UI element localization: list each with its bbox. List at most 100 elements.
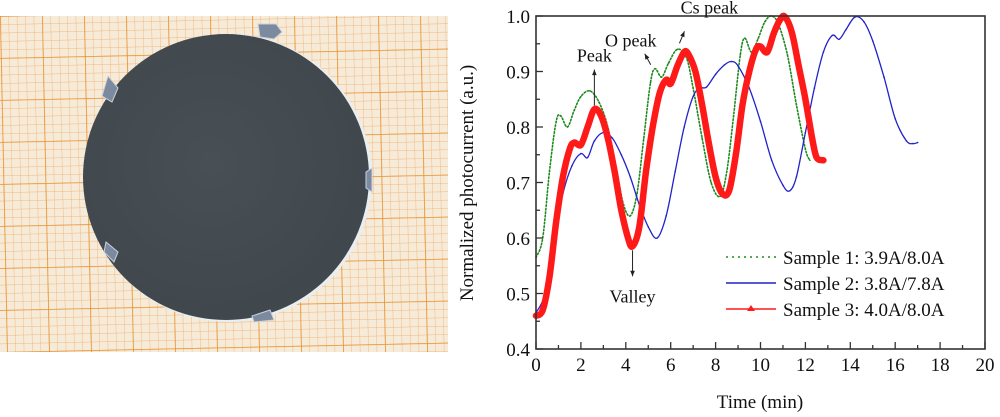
series-2-point bbox=[656, 237, 658, 239]
x-tick-label: 2 bbox=[576, 355, 586, 376]
series-2-point bbox=[795, 176, 798, 178]
x-axis-title: Time (min) bbox=[717, 392, 803, 413]
series-2-point bbox=[692, 95, 694, 98]
series-3-point bbox=[706, 141, 711, 146]
triangle-marker-icon bbox=[747, 305, 755, 311]
series-3-point bbox=[560, 175, 565, 179]
series-3-point bbox=[682, 50, 687, 55]
wafer-disc bbox=[83, 34, 369, 320]
series-3-point bbox=[657, 91, 662, 96]
clip-bottom-left-icon bbox=[103, 241, 119, 263]
series-3-point bbox=[772, 30, 776, 35]
series-3-point bbox=[700, 102, 705, 107]
series-3-point bbox=[713, 175, 718, 179]
series-1-point bbox=[589, 90, 591, 92]
series-3-point bbox=[664, 77, 669, 82]
series-1-point bbox=[795, 104, 798, 106]
series-2-point bbox=[620, 154, 623, 156]
annotation-valley: Valley bbox=[610, 250, 656, 306]
series-3-point bbox=[626, 236, 630, 240]
annotation-label: O peak bbox=[605, 31, 656, 51]
series-1-point bbox=[710, 181, 712, 184]
series-1-point bbox=[732, 115, 735, 117]
series-2-point bbox=[782, 184, 784, 187]
series-1-point bbox=[701, 137, 703, 139]
x-tick-label: 12 bbox=[796, 355, 815, 376]
series-3-point bbox=[540, 308, 545, 313]
arrowhead-icon bbox=[630, 270, 635, 277]
x-tick-label: 16 bbox=[886, 355, 905, 376]
y-axis-title: Normalized photocurrent (a.u.) bbox=[457, 65, 478, 301]
legend-item-2: Sample 2: 3.8A/7.8A bbox=[726, 274, 945, 295]
x-tick-label: 20 bbox=[976, 355, 995, 376]
series-1-point bbox=[786, 54, 789, 56]
series-2-point bbox=[770, 159, 773, 162]
legend-item-1: Sample 1: 3.9A/8.0A bbox=[726, 248, 945, 269]
annotation-cs-peak: Cs peak bbox=[678, 0, 738, 44]
series-2-point bbox=[737, 65, 739, 67]
series-1-point bbox=[692, 87, 694, 89]
y-tick-label: 0.7 bbox=[506, 174, 530, 195]
series-3-point bbox=[803, 97, 808, 102]
series-1-line bbox=[535, 15, 811, 259]
series-2-point bbox=[730, 60, 733, 63]
series-2-point bbox=[845, 29, 847, 31]
series-1 bbox=[535, 15, 811, 259]
x-tick-label: 0 bbox=[531, 355, 541, 376]
series-3-point bbox=[567, 147, 572, 152]
series-3-point bbox=[637, 224, 642, 229]
series-3-point bbox=[765, 50, 770, 55]
clip-left-icon bbox=[101, 74, 119, 103]
arrowhead-icon bbox=[644, 53, 650, 60]
series-2-point bbox=[705, 86, 708, 88]
series-1-point bbox=[559, 115, 562, 117]
series-2-point bbox=[611, 137, 614, 139]
clip-right-icon bbox=[365, 167, 373, 193]
annotations: Peak Valley O peak Cs peak bbox=[577, 0, 738, 306]
series-3-point bbox=[675, 63, 680, 68]
series-3-point bbox=[585, 125, 590, 129]
series-1-point bbox=[654, 67, 656, 70]
series-3-point bbox=[547, 274, 552, 279]
series-1-point bbox=[676, 48, 679, 51]
series-3-point bbox=[630, 244, 635, 249]
series-3-point bbox=[720, 191, 725, 196]
series-3-point bbox=[727, 188, 732, 193]
series-1-point bbox=[804, 148, 807, 150]
series-3-line bbox=[532, 12, 827, 319]
series-3-point bbox=[810, 136, 815, 141]
annotation-label: Valley bbox=[610, 286, 656, 306]
series-1-point bbox=[580, 95, 582, 98]
series-1-point bbox=[744, 37, 746, 39]
series-3-point bbox=[733, 152, 738, 157]
legend-label: Sample 3: 4.0A/8.0A bbox=[783, 300, 945, 321]
series-3-point bbox=[578, 142, 583, 147]
series-2-point bbox=[723, 64, 726, 66]
series-2-point bbox=[804, 131, 807, 134]
y-tick-label: 1.0 bbox=[506, 7, 530, 28]
y-tick-label: 0.4 bbox=[506, 340, 530, 361]
series-3-point bbox=[644, 169, 648, 174]
annotation-peak: Peak bbox=[577, 46, 612, 106]
series-3-point bbox=[796, 63, 801, 68]
wafer-clip-icons bbox=[101, 23, 373, 323]
series-3-point bbox=[619, 208, 624, 213]
series-2-point bbox=[571, 165, 573, 167]
series-1-point bbox=[636, 192, 638, 195]
series-2-point bbox=[872, 40, 874, 42]
series-1-point bbox=[757, 37, 760, 39]
series-2-point bbox=[580, 152, 582, 155]
series-3-point bbox=[740, 102, 745, 107]
series-2-point bbox=[912, 142, 914, 145]
legend-label: Sample 2: 3.8A/7.8A bbox=[783, 274, 945, 295]
x-tick-label: 10 bbox=[751, 355, 770, 376]
series-3-point bbox=[821, 158, 826, 163]
arrowhead-icon bbox=[592, 69, 597, 76]
y-axis-ticks: 0.4 0.5 0.6 0.7 0.8 0.9 1.0 bbox=[506, 7, 543, 361]
series-2-point bbox=[683, 126, 685, 128]
wafer-photo bbox=[0, 16, 448, 352]
series-3-point bbox=[605, 136, 610, 141]
series-3 bbox=[532, 12, 827, 319]
series-1-point bbox=[649, 81, 652, 84]
